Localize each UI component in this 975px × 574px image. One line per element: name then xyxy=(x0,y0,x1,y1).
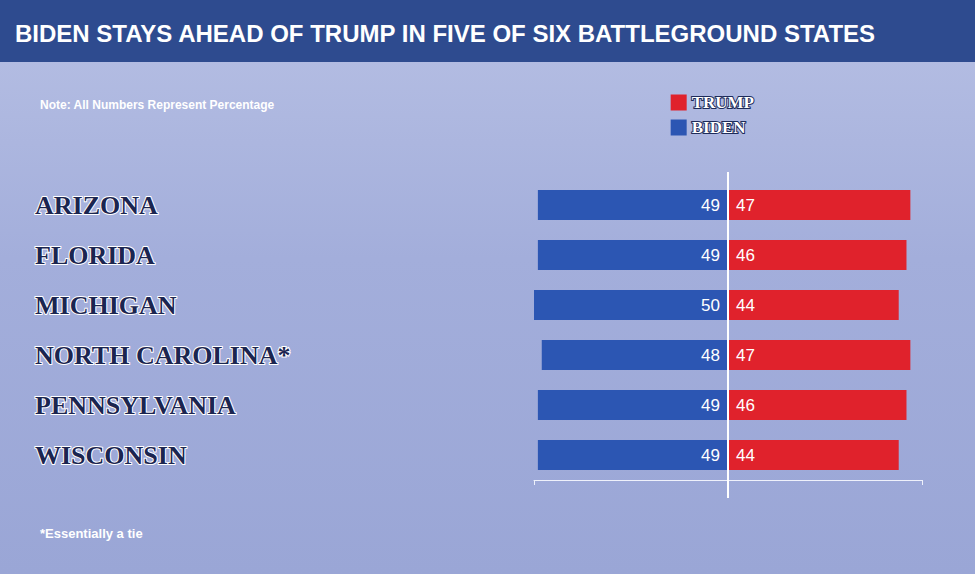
svg-text:*Essentially a tie: *Essentially a tie xyxy=(40,526,143,541)
svg-text:MICHIGAN: MICHIGAN xyxy=(35,291,177,320)
svg-text:49: 49 xyxy=(701,446,720,465)
svg-text:WISCONSIN: WISCONSIN xyxy=(35,441,187,470)
svg-text:49: 49 xyxy=(701,246,720,265)
svg-text:49: 49 xyxy=(701,196,720,215)
svg-text:PENNSYLVANIA: PENNSYLVANIA xyxy=(35,391,236,420)
svg-text:44: 44 xyxy=(736,296,755,315)
svg-text:48: 48 xyxy=(701,346,720,365)
svg-text:BIDEN: BIDEN xyxy=(692,118,747,137)
svg-text:TRUMP: TRUMP xyxy=(692,93,754,112)
svg-text:Note: All Numbers Represent Pe: Note: All Numbers Represent Percentage xyxy=(40,98,275,112)
svg-text:46: 46 xyxy=(736,246,755,265)
svg-text:47: 47 xyxy=(736,196,755,215)
svg-text:44: 44 xyxy=(736,446,755,465)
svg-text:NORTH CAROLINA*: NORTH CAROLINA* xyxy=(35,341,291,370)
svg-text:49: 49 xyxy=(701,396,720,415)
svg-text:FLORIDA: FLORIDA xyxy=(35,241,155,270)
svg-text:ARIZONA: ARIZONA xyxy=(35,191,158,220)
svg-text:46: 46 xyxy=(736,396,755,415)
svg-text:BIDEN STAYS AHEAD OF TRUMP IN: BIDEN STAYS AHEAD OF TRUMP IN FIVE OF SI… xyxy=(15,20,875,47)
svg-text:50: 50 xyxy=(701,296,720,315)
svg-text:47: 47 xyxy=(736,346,755,365)
